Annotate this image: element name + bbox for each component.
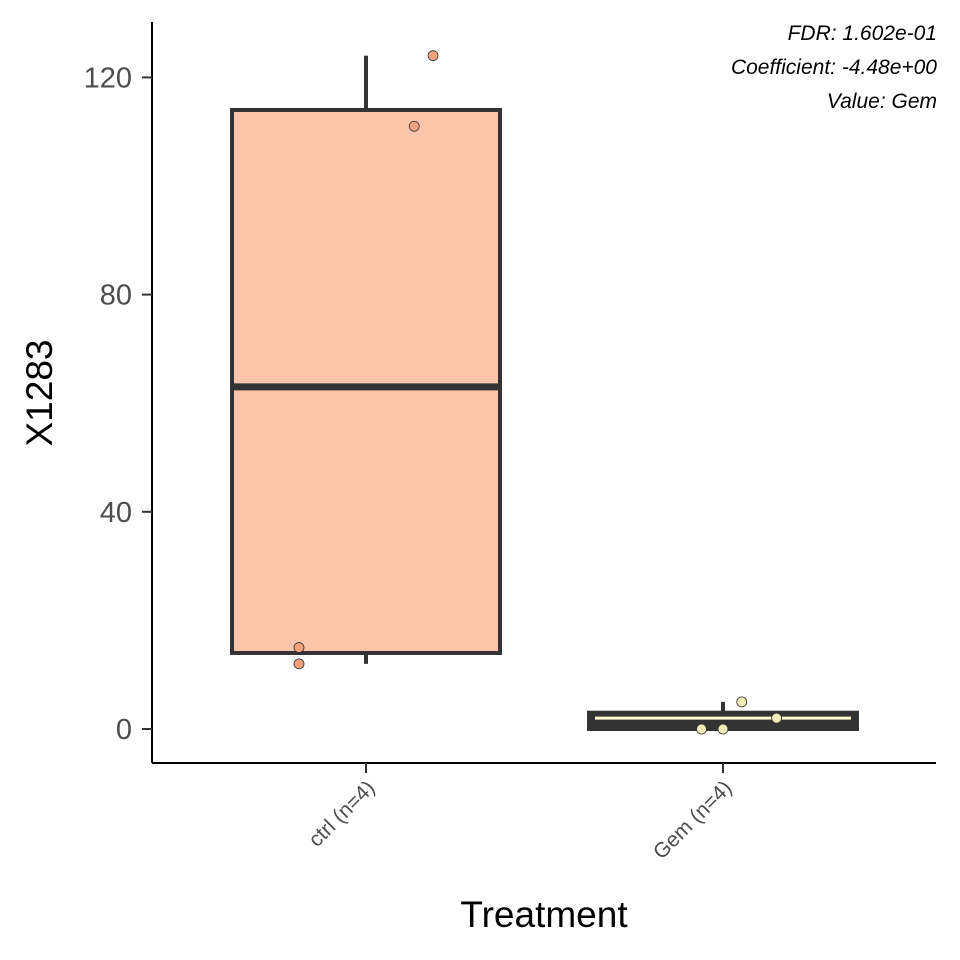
y-tick-label: 40 — [100, 497, 132, 529]
points-layer — [293, 50, 782, 735]
y-tick-label: 120 — [84, 62, 132, 94]
axes-layer: 0 40 80 120 ctrl (n=4) Gem (n=4) — [84, 22, 936, 864]
stat-annotation: Coefficient: -4.48e+00 — [731, 56, 937, 79]
data-point — [427, 50, 439, 62]
boxes-layer — [230, 55, 859, 732]
data-point — [293, 642, 305, 653]
stat-annotation: FDR: 1.602e-01 — [788, 22, 937, 45]
data-point — [408, 120, 420, 132]
data-point — [736, 696, 748, 708]
x-tick-label: ctrl (n=4) — [304, 776, 379, 851]
x-axis-title: Treatment — [460, 894, 628, 935]
annotations-layer: FDR: 1.602e-01 Coefficient: -4.48e+00 Valu… — [731, 22, 937, 113]
data-point — [771, 712, 782, 724]
y-axis-title: X1283 — [19, 340, 60, 447]
y-tick-label: 0 — [116, 714, 132, 746]
data-point — [717, 723, 729, 735]
data-point — [293, 658, 305, 670]
y-tick-label: 80 — [100, 280, 132, 312]
stat-annotation: Value: Gem — [827, 90, 937, 113]
box — [230, 107, 502, 655]
data-point — [696, 723, 707, 735]
x-tick-label: Gem (n=4) — [649, 776, 737, 864]
